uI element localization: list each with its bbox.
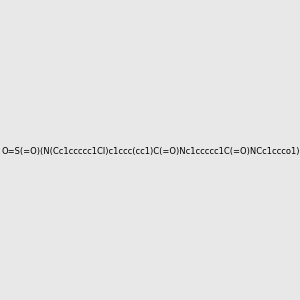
Text: O=S(=O)(N(Cc1ccccc1Cl)c1ccc(cc1)C(=O)Nc1ccccc1C(=O)NCc1ccco1)C: O=S(=O)(N(Cc1ccccc1Cl)c1ccc(cc1)C(=O)Nc1… bbox=[2, 147, 300, 156]
